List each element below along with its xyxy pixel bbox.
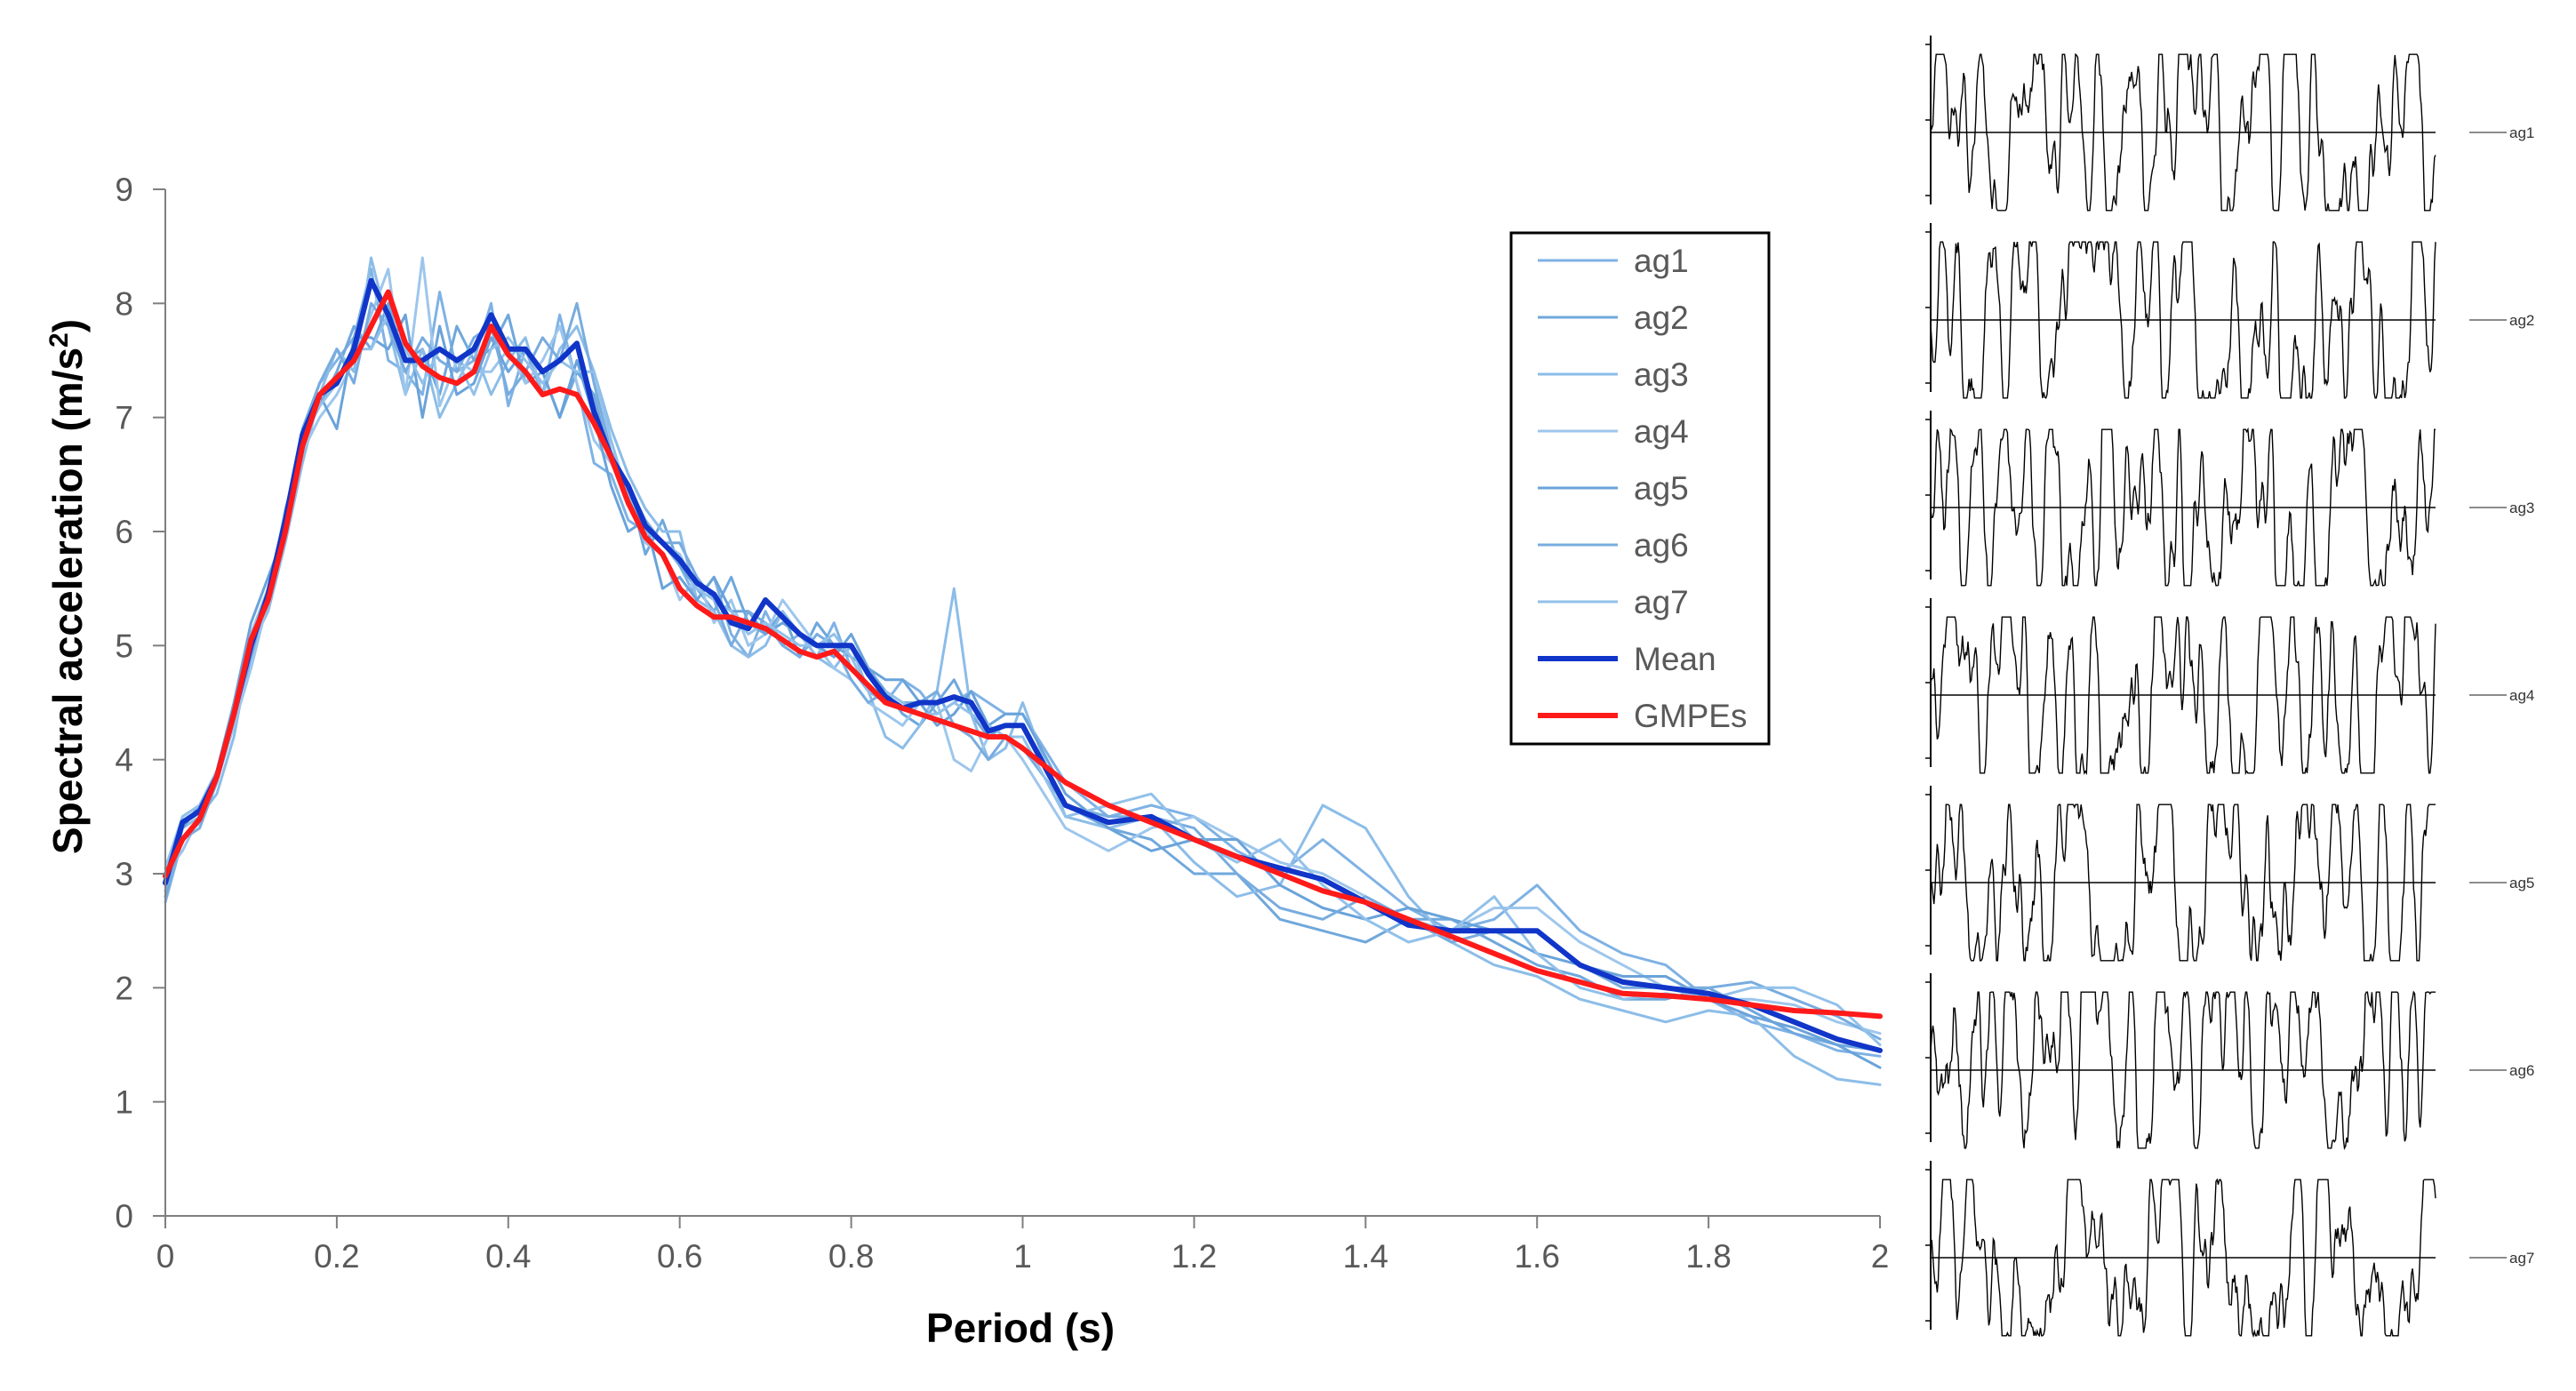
legend: ag1 ag2 ag3 ag4 ag5 ag6 ag7 Mean GMPEs	[1509, 231, 1771, 746]
x-tick-label: 0.2	[314, 1238, 359, 1275]
trace-signal	[1930, 616, 2436, 776]
x-tick-label: 1	[1013, 1238, 1032, 1275]
y-tick-label: 1	[115, 1084, 133, 1121]
time-history-ag3: ag3	[1925, 411, 2534, 587]
x-tick-label: 0	[156, 1238, 175, 1275]
x-tick-label: 0.4	[485, 1238, 531, 1275]
y-axis-title-end: )	[44, 319, 91, 332]
trace-signal	[1930, 52, 2436, 212]
time-history-ag6: ag6	[1925, 973, 2534, 1150]
legend-label-mean: Mean	[1634, 641, 1716, 677]
trace-label: ag6	[2509, 1062, 2534, 1079]
y-tick-label: 4	[115, 742, 133, 779]
x-axis-title: Period (s)	[926, 1305, 1115, 1351]
x-tick-label: 1.4	[1343, 1238, 1388, 1275]
time-history-panels: ag1 ag2 ag3 ag4 ag5 ag6 ag7	[1925, 36, 2534, 1339]
y-ticks: 0 1 2 3 4 5 6 7 8 9	[115, 172, 165, 1235]
trace-signal	[1930, 990, 2436, 1150]
trace-signal	[1930, 427, 2436, 587]
time-history-ag2: ag2	[1925, 223, 2534, 399]
y-tick-label: 5	[115, 628, 133, 664]
legend-label-ag5: ag5	[1634, 470, 1689, 507]
y-tick-label: 6	[115, 514, 133, 550]
trace-signal	[1930, 1178, 2436, 1339]
trace-label: ag1	[2509, 124, 2534, 141]
trace-label: ag4	[2509, 687, 2534, 704]
series-line-ag7	[164, 313, 1882, 1046]
series-line-gmpes	[163, 289, 1883, 1019]
y-tick-label: 8	[115, 285, 133, 322]
x-tick-label: 1.2	[1172, 1238, 1217, 1275]
time-history-ag1: ag1	[1925, 36, 2534, 212]
trace-signal	[1930, 240, 2436, 399]
trace-label: ag2	[2509, 312, 2534, 329]
legend-label-ag6: ag6	[1634, 527, 1689, 564]
series-group	[163, 256, 1883, 1086]
trace-label: ag5	[2509, 875, 2534, 891]
time-history-ag7: ag7	[1925, 1161, 2534, 1339]
time-history-ag4: ag4	[1925, 598, 2534, 776]
y-axis-title-main: Spectral acceleration (m/s	[44, 348, 91, 854]
time-history-ag5: ag5	[1925, 786, 2534, 963]
y-tick-label: 2	[115, 970, 133, 1006]
y-tick-label: 9	[115, 172, 133, 208]
legend-label-ag4: ag4	[1634, 413, 1689, 450]
x-ticks: 0 0.2 0.4 0.6 0.8 1 1.2 1.4 1.6 1.8 2	[156, 1216, 1890, 1275]
legend-label-ag3: ag3	[1634, 356, 1689, 393]
x-tick-label: 1.6	[1514, 1238, 1559, 1275]
y-tick-label: 3	[115, 856, 133, 892]
y-tick-label: 7	[115, 400, 133, 436]
trace-label: ag7	[2509, 1250, 2534, 1267]
legend-label-ag1: ag1	[1634, 243, 1689, 279]
x-tick-label: 2	[1871, 1238, 1890, 1275]
x-tick-label: 1.8	[1685, 1238, 1731, 1275]
x-tick-label: 0.8	[828, 1238, 874, 1275]
legend-label-ag7: ag7	[1634, 584, 1689, 620]
x-tick-label: 0.6	[657, 1238, 702, 1275]
legend-label-ag2: ag2	[1634, 300, 1689, 336]
y-axis-title: Spectral acceleration (m/s2)	[44, 319, 91, 854]
y-tick-label: 0	[115, 1198, 133, 1235]
trace-signal	[1930, 803, 2436, 963]
y-axis-title-superscript: 2	[44, 332, 74, 348]
legend-label-gmpes: GMPEs	[1634, 698, 1747, 734]
trace-label: ag3	[2509, 500, 2534, 516]
